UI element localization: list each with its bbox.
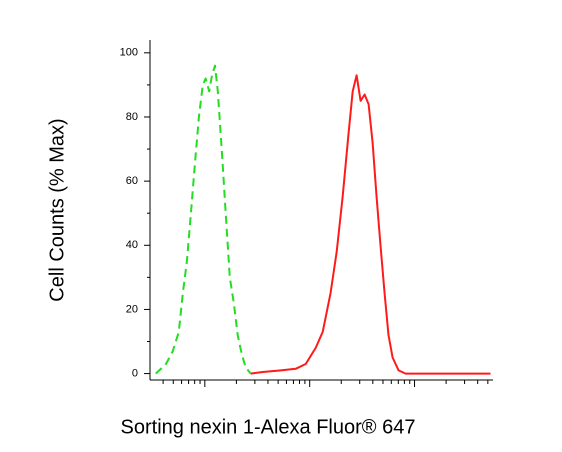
y-tick-label: 0 <box>132 367 138 379</box>
y-tick-label: 80 <box>126 111 138 123</box>
histogram-line <box>155 64 252 375</box>
y-tick-label: 60 <box>126 175 138 187</box>
y-tick-label: 40 <box>126 239 138 251</box>
y-axis-label: Cell Counts (% Max) <box>46 118 68 301</box>
x-axis-label: Sorting nexin 1-Alexa Fluor® 647 <box>121 416 416 438</box>
histogram-line <box>250 74 491 375</box>
y-tick-label: 20 <box>126 303 138 315</box>
y-tick-label: 100 <box>120 47 138 59</box>
